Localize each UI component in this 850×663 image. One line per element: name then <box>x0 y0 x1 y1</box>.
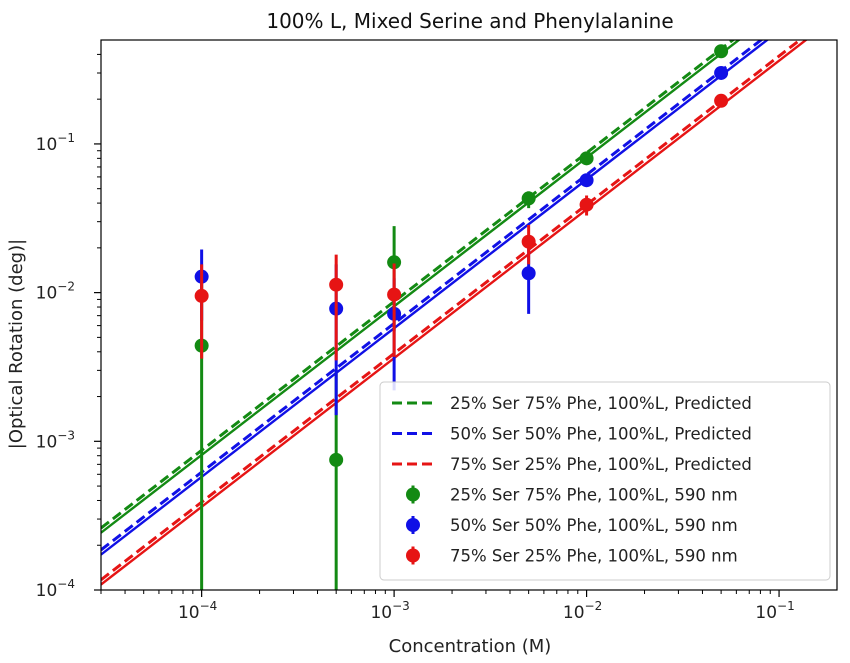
y-axis-label: |Optical Rotation (deg)| <box>6 239 27 449</box>
legend-marker-swatch <box>406 487 420 502</box>
x-tick-label: 10−1 <box>755 599 794 623</box>
plot-area <box>101 40 808 590</box>
data-point-s3-p1 <box>194 288 209 303</box>
legend-marker-swatch <box>406 518 420 532</box>
chart-title: 100% L, Mixed Serine and Phenylalanine <box>266 9 673 33</box>
legend-marker-swatch <box>406 548 420 563</box>
fit-line-3 <box>101 40 808 586</box>
data-point-s1-p5 <box>579 151 594 166</box>
data-point-s2-p4 <box>521 266 536 281</box>
x-tick-label: 10−4 <box>178 599 217 623</box>
legend-box <box>379 381 831 581</box>
legend-label: 50% Ser 50% Phe, 100%L, 590 nm <box>450 516 738 535</box>
legend-label: 25% Ser 75% Phe, 100%L, Predicted <box>450 394 752 413</box>
data-point-s3-p6 <box>714 93 729 108</box>
y-tick-label: 10−4 <box>36 577 75 601</box>
plot-frame <box>100 39 838 591</box>
data-point-s3-p5 <box>579 197 594 212</box>
data-point-s1-p6 <box>714 44 729 59</box>
data-point-s1-p4 <box>521 191 536 206</box>
y-axis-ticks: 10−4 10−3 10−2 10−1 <box>36 53 101 601</box>
y-tick-label: 10−1 <box>36 131 75 155</box>
data-point-s2-p5 <box>579 173 594 188</box>
predicted-line-1 <box>101 40 736 530</box>
legend: 25% Ser 75% Phe, 100%L, Predicted 50% Ser… <box>379 381 831 581</box>
y-tick-label: 10−3 <box>36 428 75 452</box>
data-point-s1-p3 <box>387 255 402 270</box>
legend-label: 75% Ser 25% Phe, 100%L, Predicted <box>450 455 752 474</box>
fit-line-2 <box>101 40 770 556</box>
data-point-s3-p3 <box>387 287 402 302</box>
data-point-s3-p4 <box>521 234 536 249</box>
predicted-line-2 <box>101 40 764 552</box>
data-point-s3-p2 <box>329 277 344 292</box>
legend-label: 25% Ser 75% Phe, 100%L, 590 nm <box>450 486 738 505</box>
x-axis-ticks: 10−4 10−3 10−2 10−1 <box>100 590 795 623</box>
predicted-line-3 <box>101 40 803 582</box>
data-point-s1-p2 <box>329 452 344 467</box>
x-tick-label: 10−3 <box>370 599 409 623</box>
x-axis-label: Concentration (M) <box>389 636 552 657</box>
fit-line-1 <box>101 40 741 534</box>
y-tick-label: 10−2 <box>36 280 75 304</box>
legend-label: 75% Ser 25% Phe, 100%L, 590 nm <box>450 547 738 566</box>
data-point-s2-p6 <box>714 65 729 80</box>
legend-label: 50% Ser 50% Phe, 100%L, Predicted <box>450 425 752 444</box>
x-tick-label: 10−2 <box>563 599 602 623</box>
